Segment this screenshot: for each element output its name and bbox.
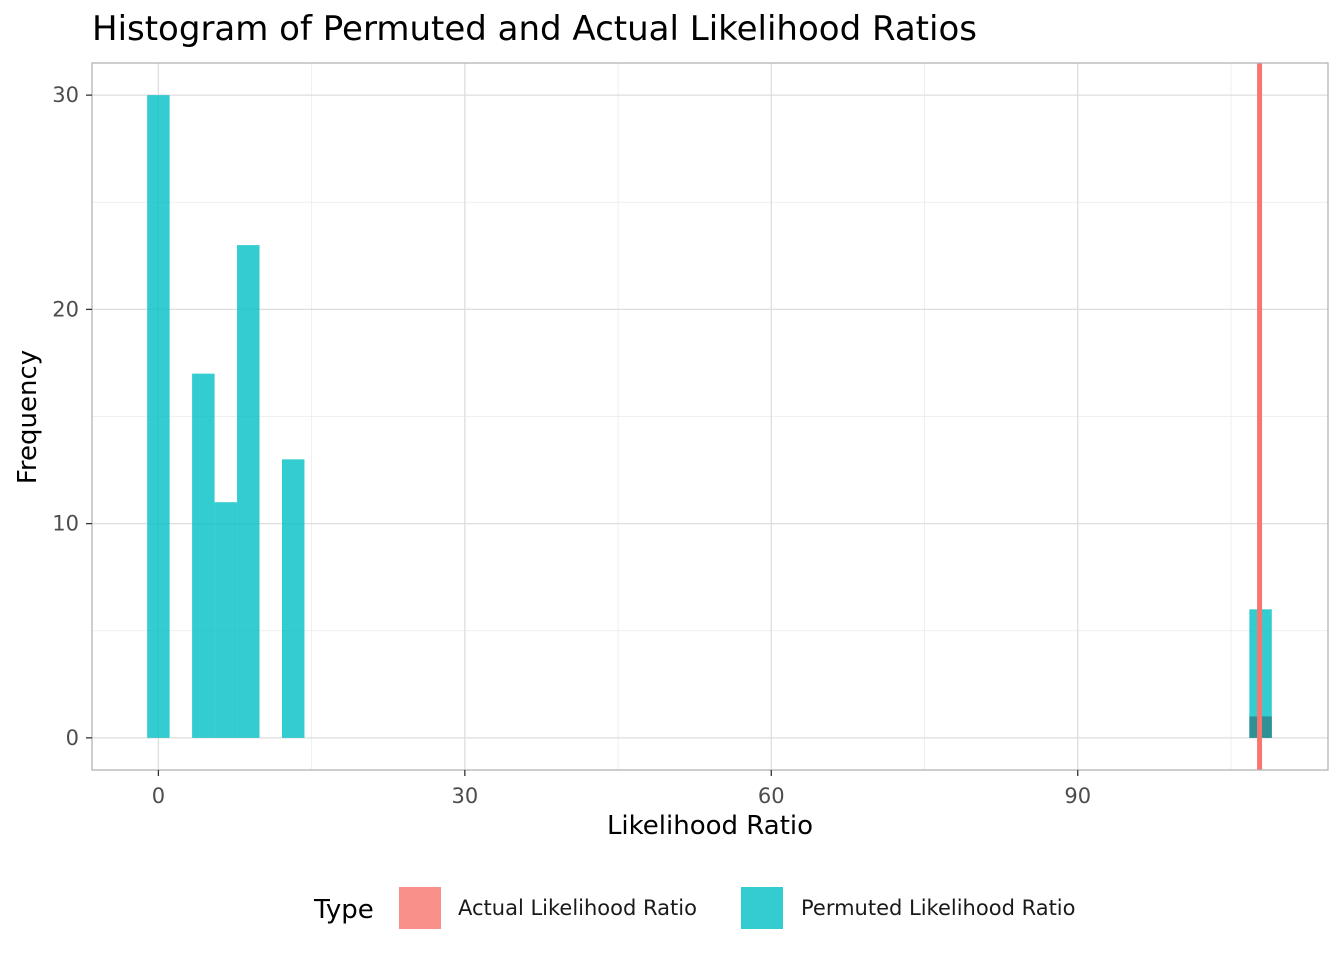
y-tick-label: 0: [66, 726, 79, 750]
permuted-bar: [192, 373, 215, 738]
x-tick-label: 30: [451, 784, 478, 808]
permuted-bar: [281, 459, 305, 738]
y-axis-ticks: 0 10 20 30: [52, 83, 92, 750]
y-axis-label: Frequency: [13, 350, 43, 484]
legend-label-actual: Actual Likelihood Ratio: [458, 896, 697, 920]
plot-panel-border: [91, 62, 1329, 771]
chart-title: Histogram of Permuted and Actual Likelih…: [92, 9, 977, 49]
legend-swatch-actual: [399, 887, 441, 929]
legend-title: Type: [313, 895, 374, 925]
permuted-bars: [147, 95, 1272, 738]
legend-swatch-permuted: [741, 887, 783, 929]
x-axis-ticks: 0 30 60 90: [152, 770, 1091, 808]
x-tick-label: 0: [152, 784, 165, 808]
permuted-bar: [237, 245, 260, 738]
x-axis-label: Likelihood Ratio: [607, 811, 813, 841]
x-tick-label: 60: [758, 784, 785, 808]
minor-gridlines: [92, 63, 1328, 770]
legend-label-permuted: Permuted Likelihood Ratio: [801, 896, 1076, 920]
permuted-bar: [214, 502, 238, 738]
x-tick-label: 90: [1064, 784, 1091, 808]
permuted-bar: [147, 95, 170, 738]
y-tick-label: 10: [52, 512, 79, 536]
legend: Type Actual Likelihood Ratio Permuted Li…: [313, 887, 1076, 929]
y-tick-label: 20: [52, 297, 79, 321]
y-tick-label: 30: [52, 83, 79, 107]
